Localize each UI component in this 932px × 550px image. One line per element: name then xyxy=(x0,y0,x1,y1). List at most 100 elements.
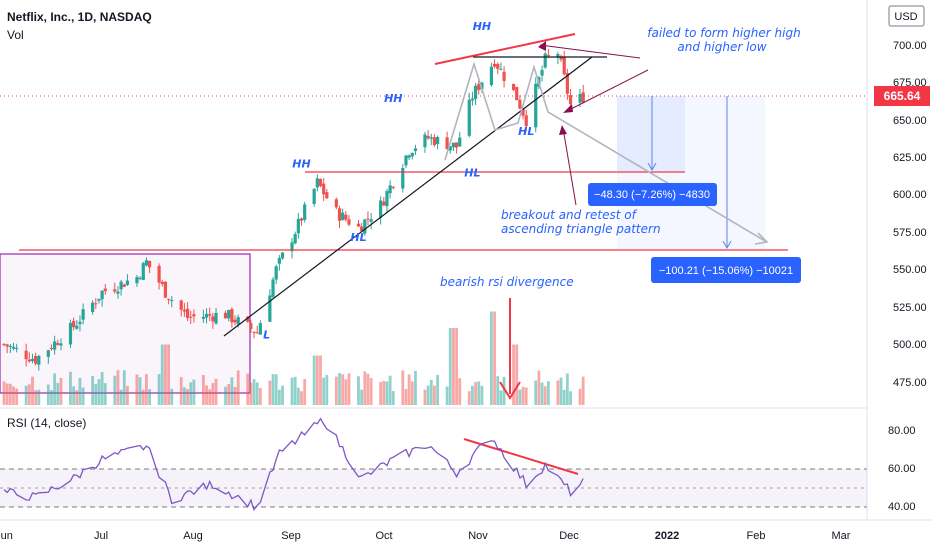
time-label: Sep xyxy=(281,530,301,542)
pattern-label: HH xyxy=(384,92,402,105)
pattern-label: L xyxy=(263,328,270,341)
volume-bar xyxy=(230,377,234,405)
candle xyxy=(100,290,104,307)
candle xyxy=(91,300,95,315)
volume-bar xyxy=(414,370,417,405)
breakout-arrowhead xyxy=(559,125,567,135)
candle xyxy=(189,310,193,325)
candle xyxy=(379,196,383,225)
current-price-tag xyxy=(874,86,930,106)
breakout-arrow xyxy=(562,127,577,206)
candle xyxy=(141,261,145,281)
candle xyxy=(290,237,294,259)
volume-bar xyxy=(521,386,525,405)
volume-bar xyxy=(116,370,120,405)
volume-bar xyxy=(401,370,405,405)
volume-bar xyxy=(293,376,297,405)
volume-bar xyxy=(34,390,38,405)
candle xyxy=(116,286,120,299)
volume-bar xyxy=(122,370,126,405)
volume-bar xyxy=(290,377,294,405)
candle xyxy=(160,279,164,287)
rsi-series xyxy=(3,417,584,512)
volume-bar xyxy=(281,385,284,405)
volume-bar xyxy=(474,382,477,405)
volume-bar xyxy=(56,382,60,405)
volume-bar xyxy=(148,389,151,405)
candle xyxy=(341,208,345,221)
price-candles xyxy=(2,48,585,371)
volume-bar xyxy=(59,377,63,405)
volume-bar xyxy=(170,388,174,405)
volume-bar xyxy=(493,311,496,405)
candle xyxy=(34,352,38,366)
candle xyxy=(451,142,456,151)
volume-bar xyxy=(75,390,79,405)
volume-bar xyxy=(126,385,129,405)
volume-bar xyxy=(296,387,300,405)
candle xyxy=(360,223,364,232)
target-1-label: −48.30 (−7.26%) −4830 xyxy=(594,189,710,201)
volume-bar xyxy=(540,382,544,405)
candle xyxy=(81,303,85,325)
volume-bar xyxy=(524,387,528,405)
volume-bar xyxy=(160,344,164,405)
volume-bar xyxy=(515,344,519,405)
volume-bar xyxy=(562,389,566,405)
volume-bar xyxy=(94,383,98,405)
candle xyxy=(179,299,183,317)
volume-bar xyxy=(391,391,395,405)
candle xyxy=(49,344,54,351)
candle xyxy=(423,131,427,153)
volume-bar xyxy=(186,389,189,405)
candle xyxy=(562,50,566,76)
volume-bar xyxy=(5,383,9,405)
candle xyxy=(534,77,538,133)
candle xyxy=(8,343,12,353)
volume-bar xyxy=(360,389,364,405)
candle xyxy=(344,211,348,222)
chart-title: Netflix, Inc., 1D, NASDAQ xyxy=(7,10,152,24)
volume-bar xyxy=(2,381,6,405)
candle xyxy=(303,201,307,223)
volume-bar xyxy=(78,377,82,405)
volume-bar xyxy=(15,388,19,405)
volume-bar xyxy=(322,377,326,405)
volume-bar xyxy=(347,373,351,405)
candle xyxy=(565,68,569,100)
volume-bar xyxy=(319,355,322,405)
candle xyxy=(277,255,281,271)
candle xyxy=(325,188,329,199)
candle xyxy=(258,320,262,335)
candle xyxy=(363,218,367,236)
volume-bar xyxy=(277,389,281,405)
volume-bar xyxy=(344,379,348,405)
rsi-axis[interactable]: 80.00 60.00 40.00 xyxy=(888,425,916,513)
price-tick: 650.00 xyxy=(893,115,927,127)
target-zone-1 xyxy=(617,96,685,171)
candle xyxy=(122,283,126,288)
price-tick: 475.00 xyxy=(893,377,927,389)
volume-bar xyxy=(8,383,12,405)
volume-bar xyxy=(410,381,414,405)
target-2-box[interactable] xyxy=(651,257,801,283)
volume-bar xyxy=(382,381,386,405)
candle xyxy=(68,319,73,349)
volume-bar xyxy=(201,375,205,405)
volume-bar xyxy=(31,376,34,405)
volume-bar xyxy=(252,379,256,405)
volume-bar xyxy=(91,376,95,405)
price-tick: 525.00 xyxy=(893,302,927,314)
volume-bar xyxy=(208,389,212,405)
currency-button[interactable] xyxy=(888,5,925,27)
candle xyxy=(407,154,411,161)
candle xyxy=(401,164,405,193)
price-divergence-line xyxy=(434,33,576,65)
candle xyxy=(413,144,418,155)
volume-bars xyxy=(2,311,585,405)
candle xyxy=(119,279,123,296)
target-1-box[interactable] xyxy=(588,183,717,206)
time-axis[interactable]: Jun Jul Aug Sep Oct Nov Dec 2022 Feb Mar xyxy=(0,530,851,542)
volume-bar xyxy=(455,328,458,405)
